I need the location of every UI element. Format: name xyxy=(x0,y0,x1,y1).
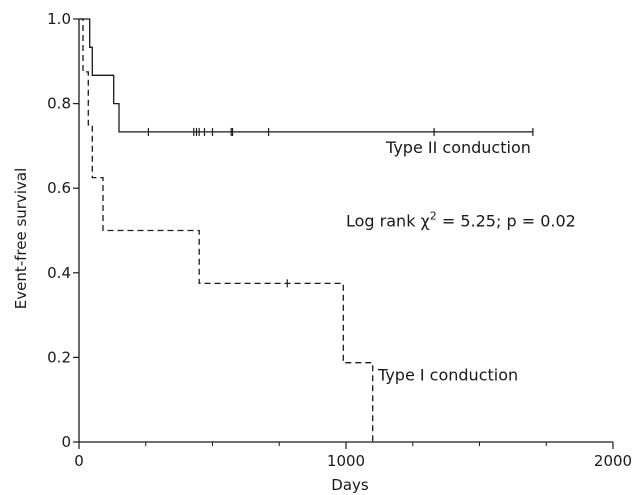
annotation-type-i: Type I conduction xyxy=(377,366,518,385)
y-tick-label: 0.4 xyxy=(47,264,71,282)
series-line-type-i xyxy=(79,18,374,442)
labels: Days Event-free survival Type II conductio… xyxy=(12,138,576,494)
x-tick-label: 1000 xyxy=(327,452,365,470)
y-tick-label: 1.0 xyxy=(47,10,71,28)
series-line-type-ii xyxy=(79,18,533,133)
x-tick-label: 2000 xyxy=(594,452,632,470)
x-axis-title: Days xyxy=(331,476,369,494)
y-tick-label: 0.6 xyxy=(47,179,71,197)
annotation-log-rank: Log rank χ2 = 5.25; p = 0.02 xyxy=(346,209,576,230)
y-tick-label: 0.8 xyxy=(47,95,71,113)
ticks: 0 0.2 0.4 0.6 0.8 1.0 0 1000 2000 xyxy=(47,10,632,470)
x-tick-label: 0 xyxy=(74,452,84,470)
annotation-type-ii: Type II conduction xyxy=(385,138,531,157)
y-tick-label: 0.2 xyxy=(47,348,71,366)
y-axis-title: Event-free survival xyxy=(12,168,30,310)
y-tick-label: 0 xyxy=(61,433,71,451)
series xyxy=(79,18,534,442)
